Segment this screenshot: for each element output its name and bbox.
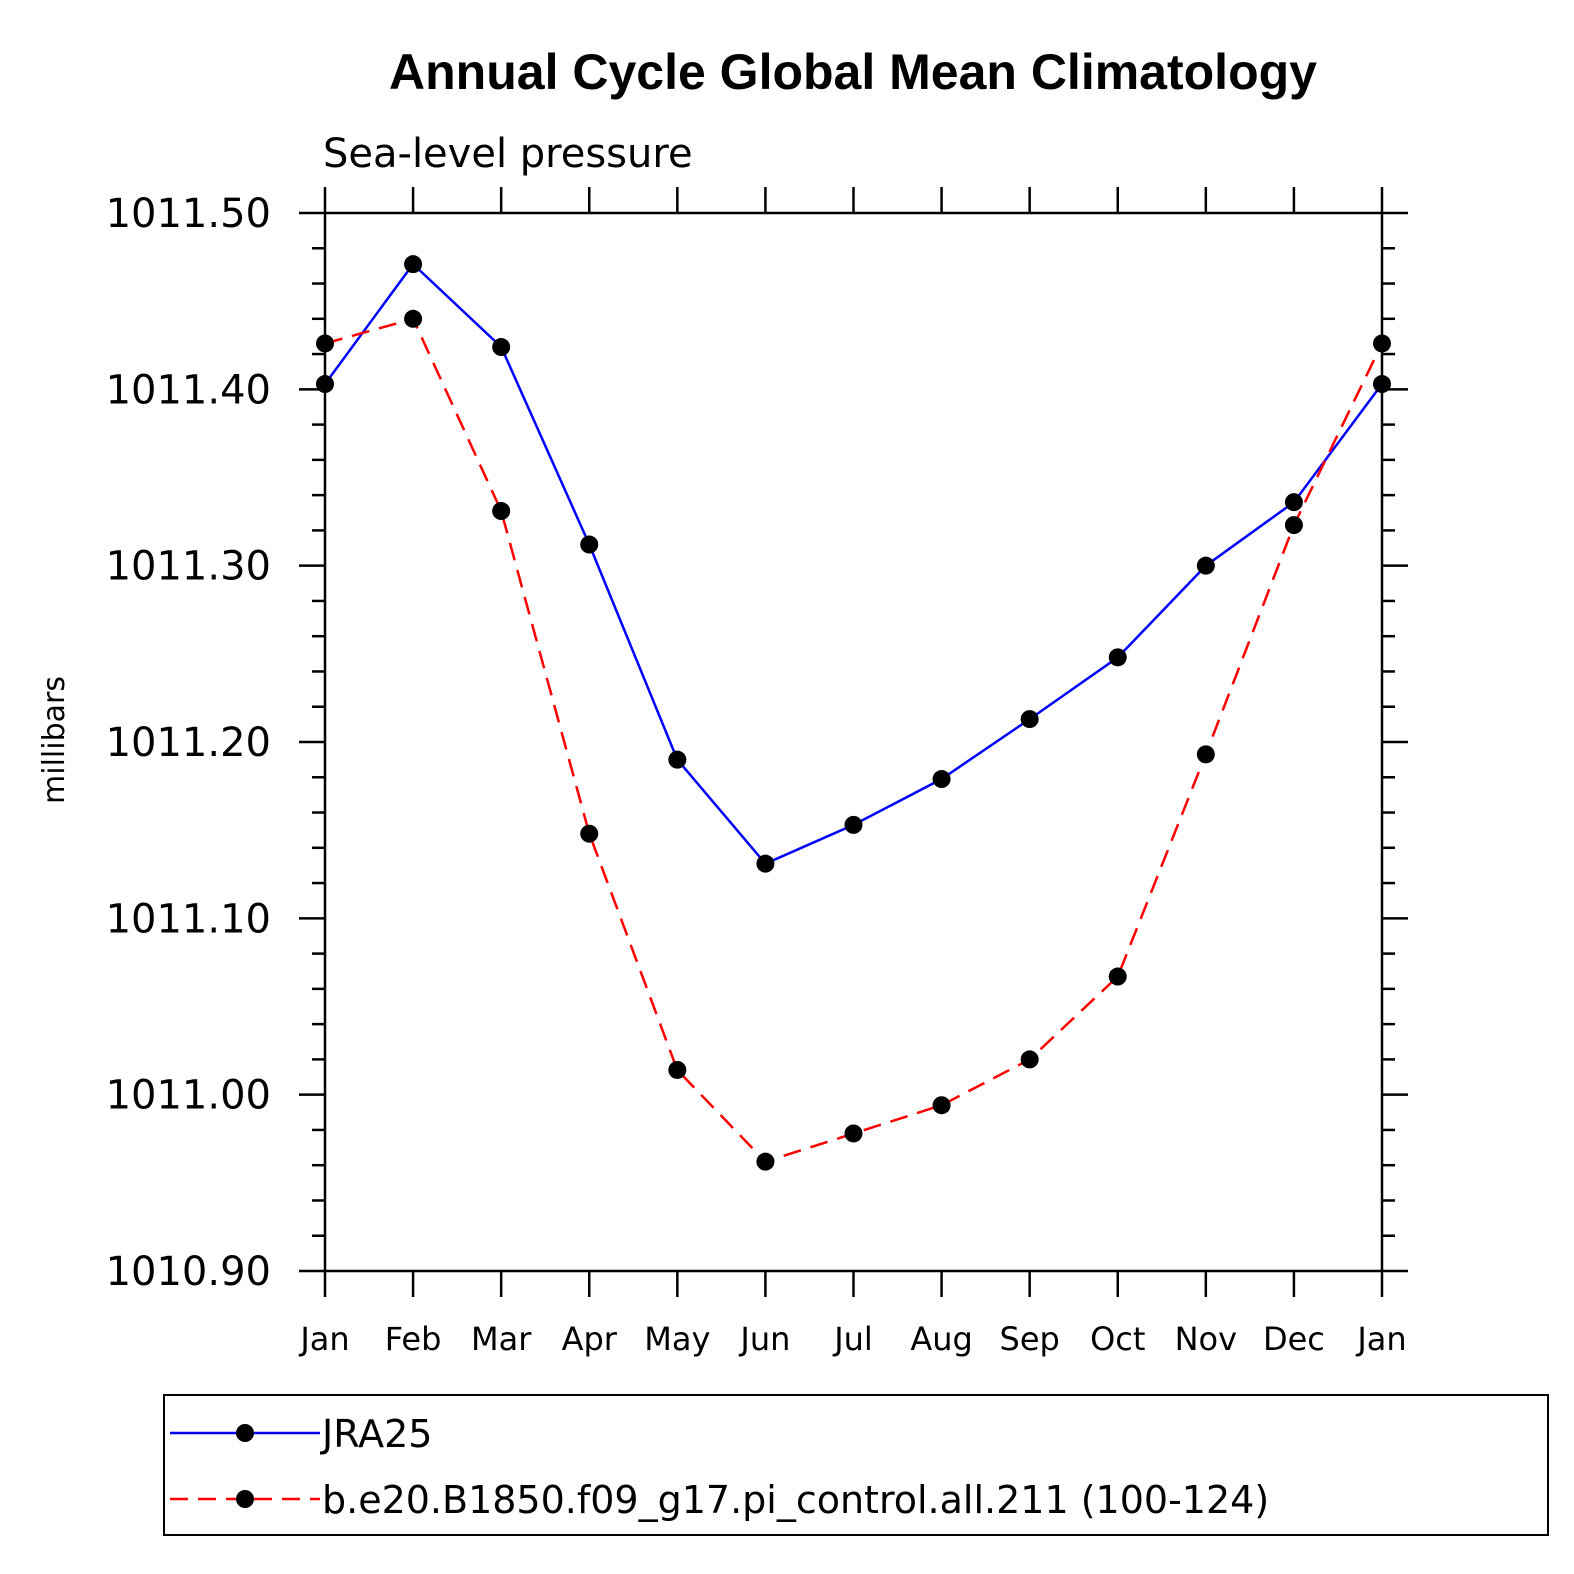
x-tick-label: Jul bbox=[832, 1320, 873, 1358]
y-tick-label: 1010.90 bbox=[106, 1249, 271, 1295]
x-tick-label: May bbox=[644, 1320, 710, 1358]
series-1-point bbox=[668, 1060, 687, 1079]
series-0-point bbox=[1196, 556, 1215, 575]
series-0-point bbox=[756, 854, 775, 873]
axis-ticks bbox=[299, 187, 1408, 1297]
x-tick-label: Jan bbox=[298, 1320, 349, 1358]
series-1-point bbox=[580, 824, 599, 843]
legend-marker-model bbox=[236, 1490, 254, 1508]
series-0-point bbox=[1373, 375, 1391, 394]
legend-label-model: b.e20.B1850.f09_g17.pi_control.all.211 (… bbox=[322, 1478, 1269, 1522]
x-tick-label: Nov bbox=[1175, 1320, 1237, 1358]
x-tick-labels: Jan Feb Mar Apr May Jun Jul Aug Sep Oct Nov Dec Jan bbox=[298, 1320, 1406, 1358]
x-tick-label: Dec bbox=[1263, 1320, 1325, 1358]
x-tick-label: Sep bbox=[1000, 1320, 1060, 1358]
x-tick-label: Mar bbox=[471, 1320, 532, 1358]
x-tick-label: Apr bbox=[562, 1320, 618, 1358]
y-tick-label: 1011.40 bbox=[106, 367, 271, 413]
legend-marker-jra25 bbox=[236, 1424, 254, 1442]
plot-frame bbox=[323, 211, 1384, 1273]
x-tick-label: Jun bbox=[738, 1320, 790, 1358]
series-0-point bbox=[1020, 710, 1039, 729]
legend-label-jra25: JRA25 bbox=[320, 1412, 432, 1456]
y-tick-label: 1011.50 bbox=[106, 191, 271, 237]
series-1-point bbox=[1196, 745, 1215, 764]
series-0-point bbox=[404, 255, 423, 274]
series-1-point bbox=[844, 1124, 863, 1143]
x-tick-label: Oct bbox=[1090, 1320, 1145, 1358]
series-0-point bbox=[492, 338, 511, 357]
series-1-point bbox=[316, 334, 334, 353]
x-tick-label: Jan bbox=[1355, 1320, 1406, 1358]
series-0-point bbox=[1108, 648, 1127, 667]
series-1-point bbox=[1373, 334, 1391, 353]
series-1-point bbox=[1020, 1050, 1039, 1069]
series-0-point bbox=[316, 375, 334, 394]
series-1-point bbox=[492, 502, 511, 521]
legend-box bbox=[163, 1394, 1549, 1536]
y-axis-label: millibars bbox=[37, 676, 72, 804]
series-1-point bbox=[404, 309, 423, 328]
series-0-point bbox=[932, 770, 951, 789]
x-tick-label: Aug bbox=[910, 1320, 972, 1358]
series-1-point bbox=[1108, 967, 1127, 986]
y-tick-label: 1011.10 bbox=[106, 896, 271, 942]
y-tick-labels: 1010.90 1011.00 1011.10 1011.20 1011.30 1011.… bbox=[106, 191, 271, 1295]
series-1-point bbox=[932, 1096, 951, 1115]
series-layer bbox=[316, 255, 1391, 1171]
series-line-1 bbox=[324, 317, 1384, 1164]
y-tick-label: 1011.30 bbox=[106, 544, 271, 590]
series-0-point bbox=[1284, 493, 1303, 512]
series-1-point bbox=[756, 1152, 775, 1171]
x-tick-label: Feb bbox=[385, 1320, 442, 1358]
series-0-point bbox=[580, 535, 599, 554]
series-0-point bbox=[844, 815, 863, 834]
chart-title: Annual Cycle Global Mean Climatology bbox=[389, 44, 1317, 100]
y-tick-label: 1011.00 bbox=[106, 1073, 271, 1119]
series-line-0 bbox=[323, 262, 1384, 866]
series-1-point bbox=[1284, 516, 1303, 535]
y-tick-label: 1011.20 bbox=[106, 720, 271, 766]
series-0-point bbox=[668, 750, 687, 769]
legend: JRA25 b.e20.B1850.f09_g17.pi_control.all… bbox=[163, 1394, 1549, 1536]
chart-subtitle: Sea-level pressure bbox=[323, 131, 693, 177]
